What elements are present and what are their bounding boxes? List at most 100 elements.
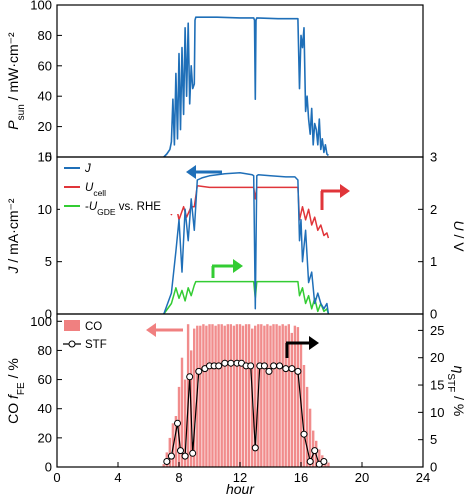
stf-point [163, 458, 171, 465]
legend-label: J [84, 163, 91, 175]
stf-y-axis-label: ηSTF / % [446, 366, 468, 417]
co-fe-bar [220, 324, 223, 467]
x-tick-label: 0 [53, 470, 60, 485]
legend-swatch [64, 320, 80, 331]
co-fe-bar [180, 357, 184, 467]
stf-axis-arrow [285, 336, 319, 358]
co-fe-bar [318, 449, 321, 467]
legend-label: CO [85, 321, 102, 333]
ugde-axis-arrow [211, 259, 243, 278]
stf-point [300, 430, 308, 438]
co-fe-bar [296, 327, 300, 467]
stf-point [282, 365, 290, 373]
co-fe-bar [287, 324, 290, 467]
stf-point [260, 362, 268, 370]
co-fe-bar [272, 324, 275, 467]
y-tick-label: 15 [430, 378, 444, 393]
j-y-axis-label: J / mA·cm⁻² [5, 198, 21, 274]
stf-point [174, 419, 181, 427]
y-tick-label: 80 [38, 343, 52, 358]
stf-point [320, 458, 328, 465]
panel-j-u: 0 5 10 15 0 1 2 3 J / mA·cm⁻² U / V J Ucell -UGD… [5, 150, 467, 322]
stf-point [294, 367, 302, 375]
y-tick-label: 2 [430, 202, 437, 217]
y-tick-label: 20 [430, 350, 444, 365]
stf-y-ticks: 0 5 10 15 20 25 [418, 323, 444, 475]
psun-y-ticks: 0 20 40 60 80 100 [30, 0, 62, 165]
co-fe-bar [214, 325, 217, 467]
y-tick-label: 20 [38, 430, 52, 445]
co-fe-y-axis-label: CO fFE / % [5, 358, 27, 424]
legend-label: -UGDE vs. RHE [85, 201, 161, 217]
legend-label: Ucell [85, 182, 106, 198]
co-fe-bar [260, 324, 263, 467]
panel-co-stf: 0 20 40 60 80 100 0 5 10 15 20 25 0 4 8 12 16 20 24 CO f… [5, 313, 468, 497]
stf-point [306, 458, 314, 465]
co-fe-bar [327, 462, 330, 467]
stf-series [163, 359, 328, 468]
stf-point [181, 452, 189, 460]
y-tick-label: 20 [38, 119, 52, 134]
co-fe-bar [244, 324, 248, 467]
co-fe-bar [302, 365, 306, 467]
x-tick-label: 8 [175, 470, 182, 485]
x-tick-label: 20 [355, 470, 369, 485]
co-fe-bar [263, 325, 266, 467]
y-tick-label: 100 [30, 0, 52, 13]
stf-point [177, 447, 184, 455]
stf-point [186, 373, 194, 381]
y-tick-label: 60 [38, 372, 52, 387]
legend-label: STF [85, 339, 107, 351]
stf-point [167, 452, 175, 460]
co-fe-bar [217, 324, 220, 467]
psun-line [163, 16, 329, 158]
stf-point [189, 449, 197, 457]
co-stf-legend: CO STF [63, 320, 107, 351]
y-tick-label: 100 [30, 314, 52, 329]
co-fe-bar [284, 325, 287, 467]
y-tick-label: 0 [430, 307, 437, 322]
stf-point [251, 444, 259, 452]
co-fe-bar [205, 325, 208, 467]
co-fe-bar [266, 324, 269, 467]
y-tick-label: 25 [430, 323, 444, 338]
y-tick-label: 5 [45, 254, 52, 269]
y-tick-label: 10 [38, 202, 52, 217]
y-tick-label: 3 [430, 150, 437, 165]
co-fe-bar [293, 325, 297, 467]
co-fe-bar [232, 325, 236, 467]
co-fe-bar [269, 325, 272, 467]
co-fe-bar [211, 324, 214, 467]
co-fe-bar [208, 324, 211, 467]
hour-x-axis-label: hour [226, 481, 255, 497]
y-tick-label: 60 [38, 58, 52, 73]
stf-point [247, 362, 255, 370]
co-fe-bar [235, 324, 239, 467]
co-fe-bar [281, 324, 284, 467]
co-fe-bar [247, 324, 251, 467]
co-fe-bar [254, 325, 257, 467]
stf-point [227, 359, 235, 367]
co-fe-bar [290, 332, 293, 467]
y-tick-label: 40 [38, 89, 52, 104]
series-line-0 [163, 171, 330, 315]
co-fe-y-ticks: 0 20 40 60 80 100 [30, 314, 62, 475]
hour-x-ticks: 0 4 8 12 16 20 24 [53, 462, 430, 485]
x-tick-label: 12 [233, 470, 247, 485]
stf-point [311, 447, 319, 455]
co-fe-bar [278, 325, 281, 467]
j-axis-arrow [186, 165, 222, 179]
co-fe-bar [238, 324, 242, 467]
x-tick-label: 16 [294, 470, 308, 485]
y-tick-label: 80 [38, 28, 52, 43]
y-tick-label: 1 [430, 254, 437, 269]
psun-series [163, 16, 329, 158]
co-fe-bar [241, 325, 245, 467]
j-y-ticks: 0 5 10 15 [38, 150, 62, 322]
j-u-legend: J Ucell -UGDE vs. RHE [60, 160, 180, 217]
psun-y-axis-label: Psun / mW·cm⁻² [5, 32, 27, 130]
stf-point [215, 362, 223, 370]
ucell-axis-arrow [320, 184, 350, 210]
co-fe-bar [305, 386, 309, 467]
